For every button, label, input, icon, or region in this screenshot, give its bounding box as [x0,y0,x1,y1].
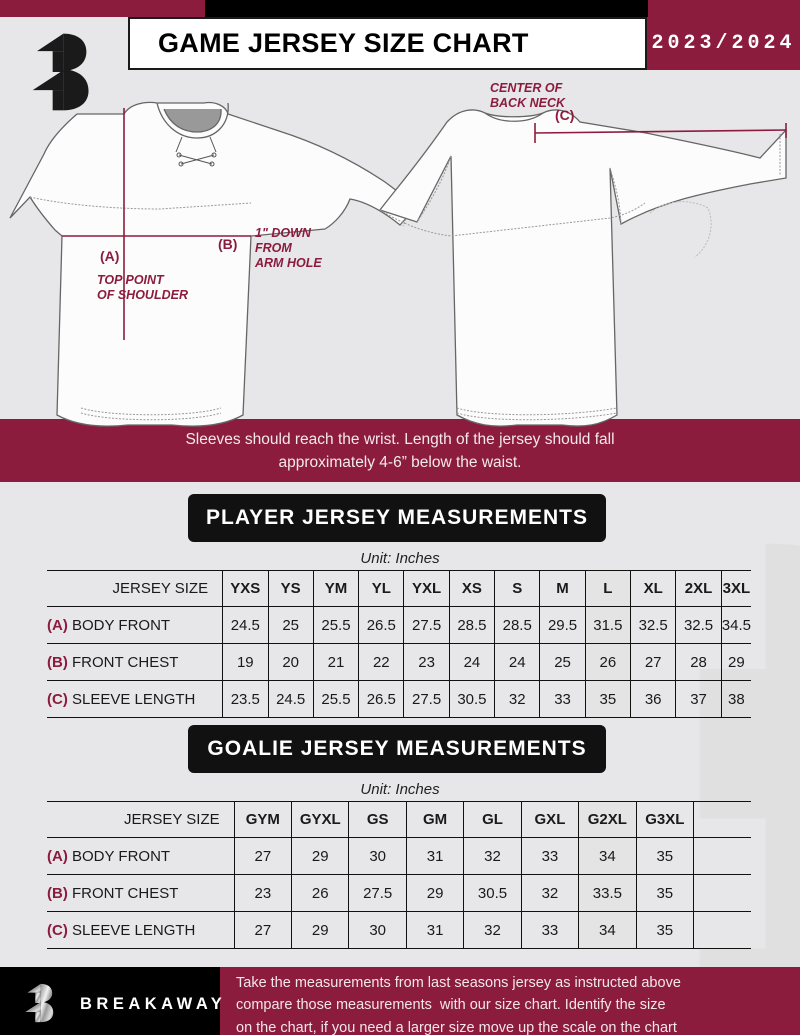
svg-text:TOP POINT: TOP POINT [97,273,165,287]
svg-text:OF SHOULDER: OF SHOULDER [97,288,188,302]
svg-text:FROM: FROM [255,241,292,255]
svg-text:(A): (A) [100,248,119,264]
svg-text:CENTER OF: CENTER OF [490,81,563,95]
svg-text:(B): (B) [218,236,237,252]
svg-text:(C): (C) [555,107,574,123]
svg-text:1" DOWN: 1" DOWN [255,226,312,240]
svg-text:ARM HOLE: ARM HOLE [254,256,322,270]
